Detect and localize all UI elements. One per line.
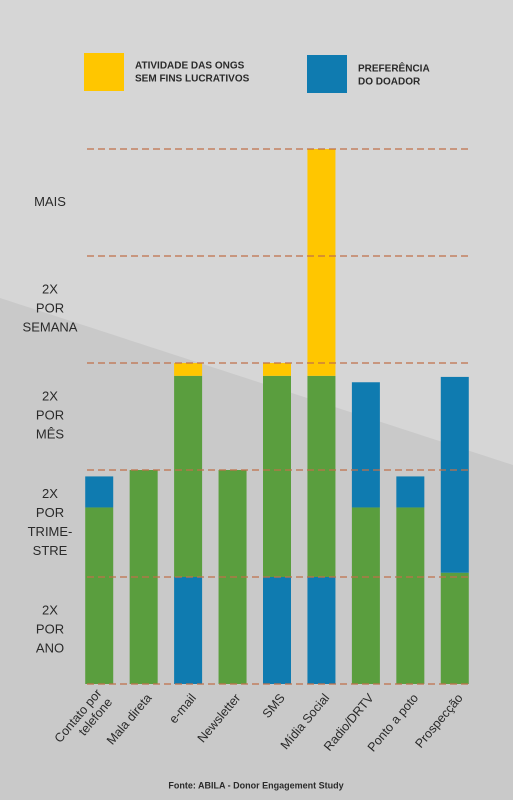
bar-segment xyxy=(307,375,336,577)
y-tick-label: 2X POR ANO xyxy=(36,603,64,656)
legend-swatch xyxy=(307,55,347,93)
bar-segment xyxy=(351,507,380,684)
bar-segment xyxy=(351,382,380,508)
bar-segment xyxy=(263,363,291,376)
bar-segment xyxy=(263,375,291,577)
legend-swatch xyxy=(84,53,124,91)
bar-segment xyxy=(440,572,469,684)
y-tick-label: 2X POR TRIME-STRE xyxy=(28,486,73,558)
bar-segment xyxy=(396,476,425,508)
bar-segment xyxy=(85,507,114,684)
bar-segment xyxy=(174,577,203,684)
bar-segment xyxy=(440,376,469,573)
bar-segment xyxy=(396,507,425,684)
bar-segment xyxy=(174,363,203,376)
bar-segment xyxy=(174,375,203,577)
background-shade xyxy=(0,298,513,800)
y-tick-label: 2X POR MÊS xyxy=(36,389,65,442)
bar-segment xyxy=(307,149,336,376)
bar-segment xyxy=(85,476,114,508)
legend-label: PREFERÊNCIA DO DOADOR xyxy=(358,61,430,87)
y-tick-label: MAIS xyxy=(34,194,66,209)
bar-segment xyxy=(263,577,291,684)
legend-label: ATIVIDADE DAS ONGS SEM FINS LUCRATIVOS xyxy=(135,60,250,84)
bar-segment xyxy=(307,577,336,684)
source: Fonte: ABILA - Donor Engagement Study xyxy=(168,780,343,790)
y-tick-label: 2X POR SEMANA xyxy=(23,282,78,335)
